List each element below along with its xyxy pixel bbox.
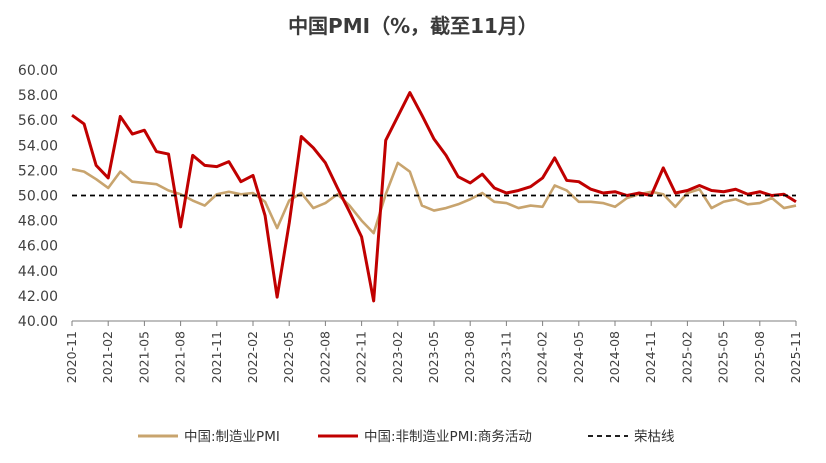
y-tick-label: 50.00: [18, 189, 58, 205]
x-tick-label: 2023-05: [426, 331, 441, 383]
x-tick-label: 2022-08: [317, 331, 332, 383]
legend-label-1: 中国:制造业PMI: [184, 429, 280, 445]
legend-label-3: 荣枯线: [634, 429, 675, 445]
y-tick-label: 58.00: [18, 88, 58, 104]
x-axis-ticks: 2020-11 2021-02 2021-05 2021-08 2021-11 2022-…: [64, 321, 803, 383]
legend: 中国:制造业PMI 中国:非制造业PMI:商务活动 荣枯线: [138, 429, 675, 445]
manufacturing-pmi-line: [71, 161, 797, 235]
x-tick-label: 2025-08: [752, 331, 767, 383]
x-tick-label: 2025-11: [788, 331, 803, 383]
chart-title: 中国PMI（%，截至11月）: [288, 14, 538, 38]
y-tick-label: 44.00: [18, 264, 58, 280]
x-tick-label: 2023-08: [462, 331, 477, 383]
x-tick-label: 2023-02: [390, 331, 405, 383]
x-tick-label: 2025-02: [679, 331, 694, 383]
x-tick-label: 2023-11: [498, 331, 513, 383]
x-tick-label: 2025-05: [716, 331, 731, 383]
y-tick-label: 40.00: [18, 314, 58, 330]
x-tick-label: 2022-05: [281, 331, 296, 383]
x-tick-label: 2024-05: [571, 331, 586, 383]
x-tick-label: 2021-11: [209, 331, 224, 383]
x-tick-label: 2021-05: [136, 331, 151, 383]
x-tick-label: 2024-11: [643, 331, 658, 383]
x-tick-label: 2020-11: [64, 331, 79, 383]
x-tick-label: 2021-08: [173, 331, 188, 383]
y-tick-label: 46.00: [18, 239, 58, 255]
x-tick-label: 2022-02: [245, 331, 260, 383]
y-tick-label: 60.00: [18, 63, 58, 79]
y-tick-label: 56.00: [18, 113, 58, 129]
y-tick-label: 52.00: [18, 163, 58, 179]
x-tick-label: 2024-08: [607, 331, 622, 383]
y-tick-label: 42.00: [18, 289, 58, 305]
x-tick-label: 2024-02: [535, 331, 550, 383]
y-axis-tick-labels: 60.00 58.00 56.00 54.00 52.00 50.00 48.00 46.00…: [18, 63, 58, 330]
x-tick-label: 2021-02: [100, 331, 115, 383]
series-layer: [71, 91, 797, 303]
legend-label-2: 中国:非制造业PMI:商务活动: [364, 429, 532, 445]
y-tick-label: 48.00: [18, 214, 58, 230]
y-tick-label: 54.00: [18, 138, 58, 154]
x-tick-label: 2022-11: [354, 331, 369, 383]
non-manufacturing-pmi-line: [71, 91, 797, 303]
